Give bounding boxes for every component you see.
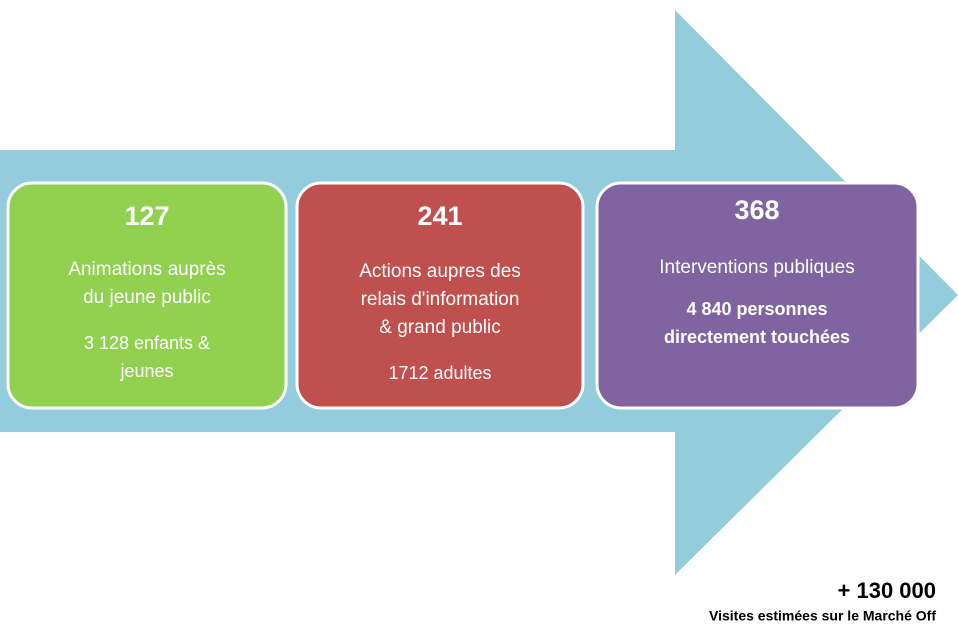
- footer-caption: Visites estimées sur le Marché Off: [709, 608, 936, 624]
- node-detail: directement touchées: [664, 327, 850, 347]
- node-label: & grand public: [379, 317, 500, 338]
- footer-total: + 130 000: [838, 578, 936, 603]
- node-number: 241: [417, 201, 462, 231]
- node-detail: 1712 adultes: [388, 363, 491, 383]
- node-detail: jeunes: [119, 361, 173, 381]
- box-2: [295, 181, 585, 410]
- node-label: Interventions publiques: [659, 257, 854, 278]
- node-detail: 3 128 enfants &: [84, 333, 210, 353]
- node-label: relais d'information: [361, 289, 520, 310]
- node-label: Animations auprès: [68, 259, 225, 280]
- node-detail: 4 840 personnes: [686, 299, 827, 319]
- box-1: [6, 181, 288, 410]
- node-number: 127: [124, 201, 169, 231]
- node-label: du jeune public: [83, 287, 211, 308]
- node-number: 368: [734, 195, 779, 225]
- box-3: [595, 181, 920, 410]
- node-label: Actions aupres des: [359, 261, 521, 282]
